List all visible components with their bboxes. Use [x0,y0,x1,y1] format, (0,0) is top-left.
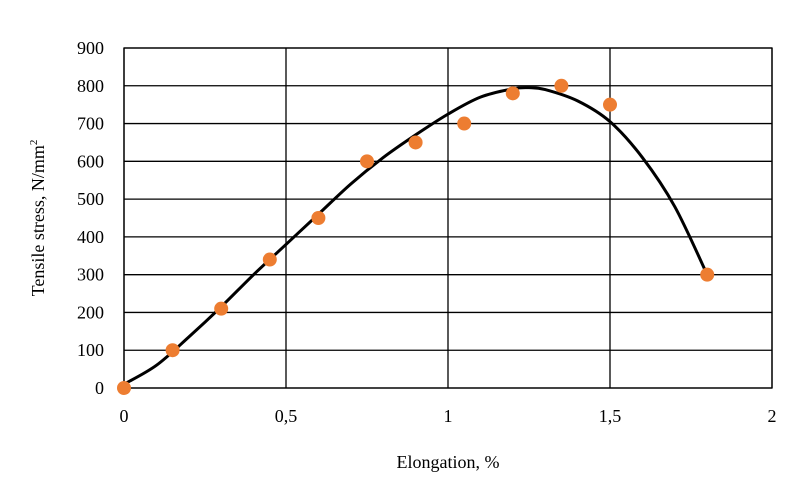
fit-curve [122,86,709,386]
y-axis-title: Tensile stress, N/mm2 [28,140,48,297]
data-point [165,343,180,358]
x-tick-label: 0 [120,406,129,426]
data-point [117,381,131,395]
y-tick-label: 600 [77,151,104,171]
plot-frame [123,47,773,389]
y-axis-title-text: Tensile stress, N/mm [28,145,48,296]
y-tick-label: 800 [77,76,104,96]
y-tick-label: 0 [95,378,104,398]
y-tick-label: 900 [77,38,104,58]
x-tick-label: 2 [768,406,777,426]
data-point [360,154,374,169]
data-point [214,301,229,316]
data-point [554,78,569,93]
data-point [311,211,326,225]
y-tick-label: 100 [77,340,104,360]
data-point [505,86,520,101]
y-tick-label: 200 [77,302,104,322]
y-axis-title-superscript: 2 [28,140,40,146]
data-point [408,135,423,150]
y-tick-labels: 0 100 200 300 400 500 600 700 800 900 [77,38,104,398]
y-tick-label: 300 [77,265,104,285]
data-point [700,267,715,282]
y-tick-label: 400 [77,227,104,247]
x-axis-title: Elongation, % [397,452,500,472]
data-point [457,116,472,131]
data-point [603,97,617,112]
x-tick-label: 1,5 [599,406,622,426]
grid-layer [123,47,773,389]
data-point [262,252,277,267]
y-tick-label: 700 [77,114,104,134]
points-layer [117,78,715,395]
x-tick-labels: 0 0,5 1 1,5 2 [120,406,777,426]
x-tick-label: 0,5 [275,406,298,426]
x-tick-label: 1 [444,406,453,426]
y-tick-label: 500 [77,189,104,209]
